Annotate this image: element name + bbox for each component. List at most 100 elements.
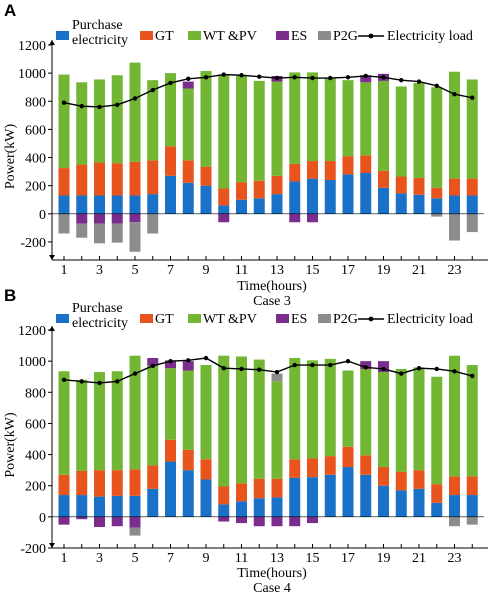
bar-gt bbox=[235, 182, 248, 200]
bar-wtpv bbox=[93, 372, 106, 471]
bar-purchase bbox=[129, 495, 141, 517]
bar-es bbox=[111, 516, 123, 527]
bar-wtpv bbox=[324, 358, 336, 457]
y-tick-label: 600 bbox=[25, 123, 46, 138]
bar-purchase bbox=[58, 495, 70, 517]
bar-p2g bbox=[58, 213, 70, 234]
bar-es bbox=[360, 361, 372, 369]
x-tick-label: 3 bbox=[96, 263, 103, 278]
bar-gt bbox=[342, 446, 354, 468]
legend-label-purchase-line2: electricity bbox=[72, 33, 128, 48]
electricity-load-point bbox=[434, 83, 439, 88]
x-tick-label: 21 bbox=[412, 263, 426, 278]
bar-purchase bbox=[448, 495, 461, 517]
bar-wtpv bbox=[271, 81, 283, 176]
bar-wtpv bbox=[395, 86, 407, 177]
x-tick-label: 5 bbox=[132, 551, 139, 566]
bar-p2g bbox=[431, 213, 443, 217]
bar-gt bbox=[360, 155, 372, 174]
y-tick-label: -200 bbox=[20, 236, 46, 251]
electricity-load-point bbox=[274, 369, 280, 375]
y-axis-label: Power(kW) bbox=[3, 412, 18, 478]
x-tick-label: 3 bbox=[96, 551, 103, 566]
legend-swatch-gt bbox=[140, 314, 153, 323]
bar-purchase bbox=[147, 194, 159, 214]
legend-swatch-purchase bbox=[56, 31, 69, 40]
bar-gt bbox=[413, 470, 425, 489]
bar-p2g bbox=[448, 213, 461, 241]
bar-gt bbox=[466, 476, 478, 496]
bar-gt bbox=[289, 459, 301, 478]
bar-purchase bbox=[93, 195, 106, 214]
bar-wtpv bbox=[466, 365, 478, 477]
legend-swatch-gt bbox=[140, 31, 153, 40]
bar-wtpv bbox=[342, 370, 354, 447]
legend-marker-load bbox=[368, 316, 374, 322]
bar-wtpv bbox=[448, 71, 461, 179]
bar-wtpv bbox=[448, 355, 461, 477]
bar-purchase bbox=[76, 195, 88, 214]
bar-wtpv bbox=[58, 371, 70, 475]
bar-purchase bbox=[324, 180, 336, 214]
bar-gt bbox=[93, 162, 106, 196]
x-tick-label: 1 bbox=[61, 551, 68, 566]
legend-swatch-es bbox=[276, 31, 289, 40]
bar-wtpv bbox=[235, 75, 248, 183]
y-tick-label: 200 bbox=[25, 180, 46, 195]
bar-wtpv bbox=[200, 365, 212, 460]
y-axis-arrow-bottom bbox=[49, 255, 55, 260]
bar-es bbox=[93, 213, 106, 224]
electricity-load-point bbox=[345, 358, 351, 364]
bar-purchase bbox=[342, 467, 354, 517]
bar-purchase bbox=[413, 194, 425, 214]
bar-wtpv bbox=[218, 355, 230, 487]
electricity-load-point bbox=[186, 358, 191, 363]
electricity-load-point bbox=[203, 75, 209, 80]
bar-gt bbox=[324, 456, 336, 475]
bar-es bbox=[253, 516, 265, 527]
electricity-load-point bbox=[416, 79, 422, 84]
x-tick-label: 11 bbox=[235, 551, 248, 566]
bar-gt bbox=[395, 176, 407, 194]
electricity-load-point bbox=[221, 365, 226, 371]
legend-label-p2g: P2G bbox=[333, 29, 358, 44]
bar-wtpv bbox=[253, 80, 265, 181]
bar-wtpv bbox=[93, 79, 106, 163]
y-tick-label: 0 bbox=[39, 511, 46, 526]
bar-es bbox=[93, 516, 106, 527]
bar-purchase bbox=[271, 194, 283, 214]
bar-p2g bbox=[466, 213, 478, 233]
bar-p2g bbox=[93, 223, 106, 244]
bar-purchase bbox=[147, 488, 159, 517]
bar-wtpv bbox=[306, 360, 319, 459]
bar-gt bbox=[448, 476, 461, 496]
electricity-load-point bbox=[186, 76, 191, 81]
bar-purchase bbox=[289, 181, 301, 214]
electricity-load-point bbox=[79, 379, 84, 384]
legend-label-purchase-line2: electricity bbox=[72, 316, 128, 331]
legend-label-wtpv: WT &PV bbox=[203, 312, 257, 327]
electricity-load-point bbox=[452, 369, 457, 374]
bar-purchase bbox=[182, 182, 194, 214]
bar-gt bbox=[218, 486, 230, 505]
y-axis-arrow-top bbox=[49, 40, 55, 45]
bar-es bbox=[182, 361, 194, 371]
bar-gt bbox=[76, 164, 88, 196]
x-tick-label: 23 bbox=[448, 551, 462, 566]
x-tick-label: 19 bbox=[377, 551, 391, 566]
y-tick-label: 0 bbox=[39, 208, 46, 223]
electricity-load-line bbox=[63, 73, 473, 108]
bar-wtpv bbox=[271, 381, 283, 479]
bar-purchase bbox=[306, 477, 319, 517]
bar-purchase bbox=[342, 174, 354, 214]
bar-purchase bbox=[466, 195, 478, 214]
bar-es bbox=[58, 516, 70, 525]
electricity-load-point bbox=[416, 365, 422, 371]
bar-wtpv bbox=[218, 74, 230, 189]
y-tick-label: 200 bbox=[25, 480, 46, 495]
bar-wtpv bbox=[111, 371, 123, 471]
x-tick-label: 13 bbox=[270, 551, 284, 566]
bar-wtpv bbox=[289, 358, 301, 460]
bar-es bbox=[164, 360, 177, 369]
bar-purchase bbox=[93, 496, 106, 517]
